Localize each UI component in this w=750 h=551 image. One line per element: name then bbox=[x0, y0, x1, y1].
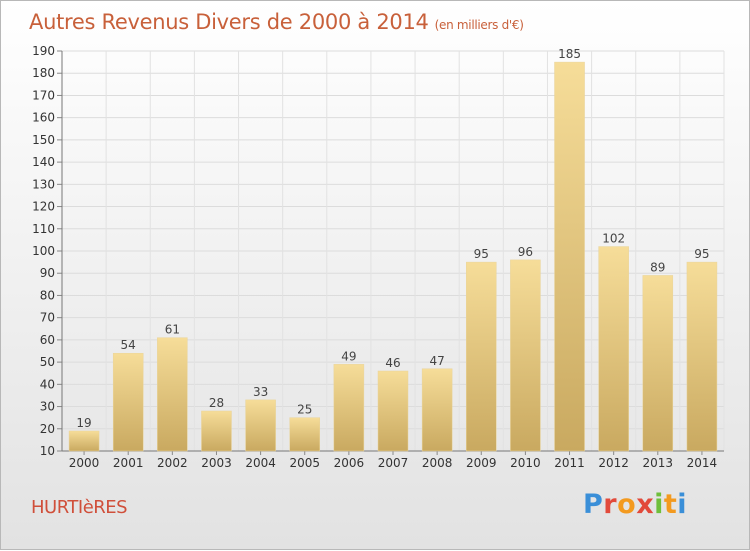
y-tick-label: 130 bbox=[32, 177, 55, 191]
y-tick-label: 40 bbox=[40, 377, 55, 391]
y-tick-label: 70 bbox=[40, 311, 55, 325]
y-tick-label: 140 bbox=[32, 155, 55, 169]
x-tick-label-2009: 2009 bbox=[466, 456, 497, 470]
bar-2011 bbox=[554, 61, 585, 452]
x-tick-label-2010: 2010 bbox=[510, 456, 541, 470]
bar-2006 bbox=[333, 364, 365, 452]
y-tick-label: 30 bbox=[40, 400, 55, 414]
y-tick-label: 190 bbox=[32, 44, 55, 58]
x-tick-label-2008: 2008 bbox=[422, 456, 453, 470]
bar-2001 bbox=[112, 352, 144, 452]
y-tick-label: 20 bbox=[40, 422, 55, 436]
bar-2007 bbox=[377, 370, 409, 452]
bar-2009 bbox=[466, 261, 497, 452]
chart-title-unit: (en milliers d'€) bbox=[434, 18, 524, 32]
bar-2000 bbox=[68, 430, 100, 452]
value-label-2008: 47 bbox=[429, 354, 444, 368]
bar-2003 bbox=[201, 410, 232, 452]
y-tick-labels: 10 20 30 40 50 60 70 80 90 100 110 120 130 140 150 160 1… bbox=[32, 44, 55, 458]
y-tick-label: 160 bbox=[32, 111, 55, 125]
chart-title: Autres Revenus Divers de 2000 à 2014 (en … bbox=[29, 10, 524, 34]
value-label-2004: 33 bbox=[253, 385, 268, 399]
bar-2002 bbox=[157, 337, 188, 452]
value-label-2010: 96 bbox=[518, 245, 533, 259]
value-label-2001: 54 bbox=[121, 338, 136, 352]
y-tick-label: 60 bbox=[40, 333, 55, 347]
x-tick-label-2003: 2003 bbox=[201, 456, 232, 470]
value-label-2013: 89 bbox=[650, 260, 665, 274]
bar-2012 bbox=[598, 246, 629, 452]
value-label-2006: 49 bbox=[341, 349, 356, 363]
proxiti-logo: Proxiti bbox=[583, 489, 688, 520]
x-tick-label-2007: 2007 bbox=[378, 456, 409, 470]
x-tick-label-2002: 2002 bbox=[157, 456, 188, 470]
value-label-2011: 185 bbox=[558, 47, 581, 61]
bar-2004 bbox=[245, 399, 276, 452]
x-tick-label-2014: 2014 bbox=[687, 456, 718, 470]
value-label-2005: 25 bbox=[297, 403, 312, 417]
value-label-2003: 28 bbox=[209, 396, 224, 410]
value-label-2007: 46 bbox=[385, 356, 400, 370]
y-tick-label: 180 bbox=[32, 66, 55, 80]
x-tick-label-2006: 2006 bbox=[334, 456, 365, 470]
x-tick-label-2013: 2013 bbox=[643, 456, 674, 470]
bars bbox=[68, 61, 718, 452]
y-tick-label: 80 bbox=[40, 288, 55, 302]
x-tick-labels: 2000 2001 2002 2003 2004 2005 2006 2007 2008 2009… bbox=[69, 456, 717, 470]
x-tick-label-2004: 2004 bbox=[245, 456, 276, 470]
y-tick-label: 150 bbox=[32, 133, 55, 147]
value-label-2000: 19 bbox=[76, 416, 91, 430]
bar-2008 bbox=[421, 368, 453, 452]
y-tick-label: 110 bbox=[32, 222, 55, 236]
y-tick-label: 50 bbox=[40, 355, 55, 369]
y-tick-label: 120 bbox=[32, 200, 55, 214]
y-tick-label: 100 bbox=[32, 244, 55, 258]
x-tick-label-2001: 2001 bbox=[113, 456, 144, 470]
value-label-2014: 95 bbox=[694, 247, 709, 261]
town-name: HURTIèRES bbox=[31, 497, 128, 518]
value-label-2002: 61 bbox=[165, 323, 180, 337]
y-tick-label: 10 bbox=[40, 444, 55, 458]
value-label-2012: 102 bbox=[602, 232, 625, 246]
x-tick-label-2012: 2012 bbox=[598, 456, 629, 470]
y-tick-label: 170 bbox=[32, 88, 55, 102]
value-label-2009: 95 bbox=[474, 247, 489, 261]
bar-2014 bbox=[686, 261, 718, 452]
x-tick-label-2011: 2011 bbox=[554, 456, 585, 470]
bar-2013 bbox=[642, 275, 674, 452]
x-tick-label-2005: 2005 bbox=[289, 456, 320, 470]
chart-title-main: Autres Revenus Divers de 2000 à 2014 bbox=[29, 10, 429, 34]
bar-2010 bbox=[510, 259, 541, 452]
x-tick-label-2000: 2000 bbox=[69, 456, 100, 470]
value-labels: 19 54 61 28 33 25 49 46 47 95 96 185 102 89 95 bbox=[76, 47, 709, 430]
bar-2005 bbox=[289, 417, 320, 452]
y-tick-label: 90 bbox=[40, 266, 55, 280]
